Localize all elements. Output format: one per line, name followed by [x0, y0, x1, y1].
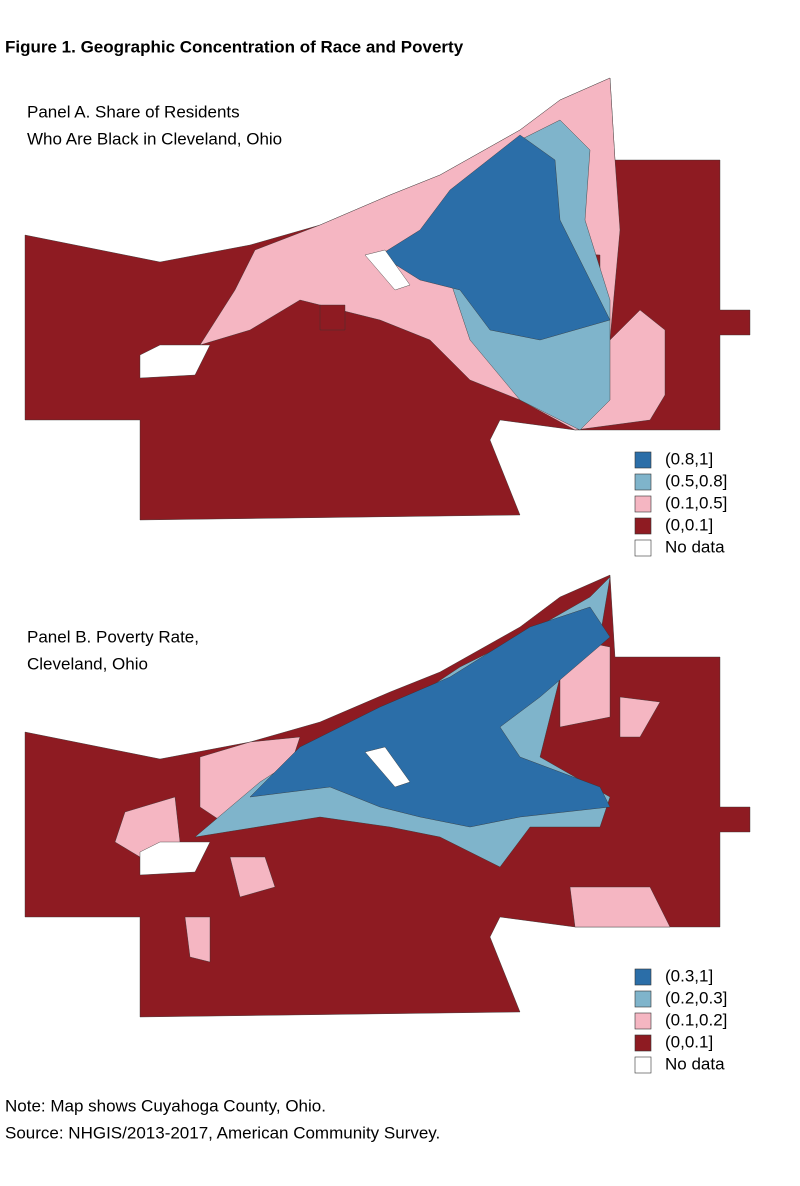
panel-title: Panel B. Poverty Rate, — [27, 627, 199, 646]
legend-label: (0.1,0.5] — [665, 493, 727, 512]
figure-title: Figure 1. Geographic Concentration of Ra… — [5, 37, 464, 56]
region — [249, 606, 611, 828]
region — [139, 841, 211, 876]
region — [184, 916, 211, 963]
map-panel-a — [24, 77, 751, 521]
legend-label: (0.2,0.3] — [665, 988, 727, 1007]
legend-swatch — [634, 990, 652, 1008]
panel-title: Cleveland, Ohio — [27, 654, 148, 673]
region — [319, 304, 346, 331]
map-panel-b — [24, 574, 751, 1018]
note: Note: Map shows Cuyahoga County, Ohio. — [5, 1096, 326, 1115]
legend-swatch — [634, 1034, 652, 1052]
region — [364, 249, 411, 291]
legend-label: (0,0.1] — [665, 515, 713, 534]
legend-swatch — [634, 968, 652, 986]
region — [229, 856, 276, 898]
legend-label: (0.8,1] — [665, 449, 713, 468]
panel-title: Panel A. Share of Residents — [27, 102, 240, 121]
legend-swatch — [634, 1012, 652, 1030]
legend-swatch — [634, 495, 652, 513]
legend-label: (0.3,1] — [665, 966, 713, 985]
region — [139, 344, 211, 379]
legend-swatch — [634, 1056, 652, 1074]
panel-title: Who Are Black in Cleveland, Ohio — [27, 129, 282, 148]
source: Source: NHGIS/2013-2017, American Commun… — [5, 1123, 440, 1142]
region — [619, 696, 661, 738]
legend-swatch — [634, 539, 652, 557]
legend-label: No data — [665, 1054, 725, 1073]
region — [569, 886, 671, 928]
region — [379, 134, 611, 341]
region — [364, 746, 411, 788]
legend-label: No data — [665, 537, 725, 556]
legend-swatch — [634, 473, 652, 491]
legend-label: (0.5,0.8] — [665, 471, 727, 490]
legend-swatch — [634, 451, 652, 469]
legend-swatch — [634, 517, 652, 535]
legend-label: (0,0.1] — [665, 1032, 713, 1051]
legend-label: (0.1,0.2] — [665, 1010, 727, 1029]
